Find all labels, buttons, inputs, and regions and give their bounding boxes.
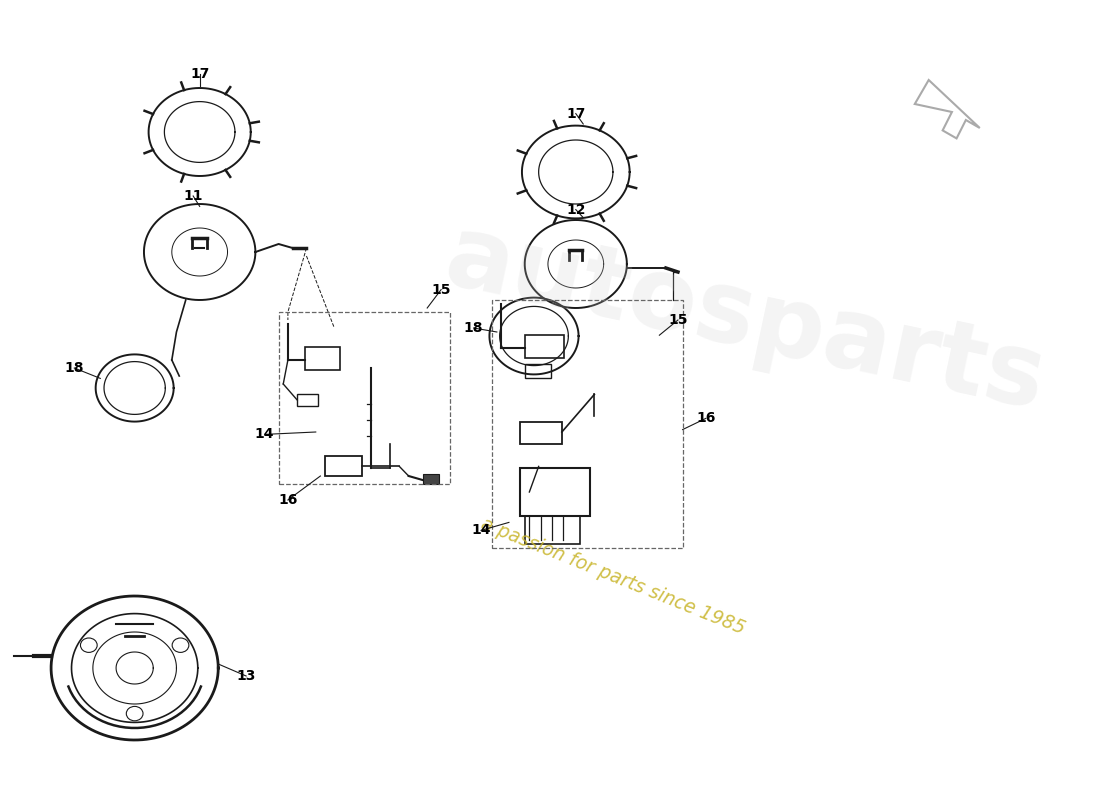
Text: 17: 17 bbox=[190, 66, 209, 81]
Text: 18: 18 bbox=[65, 361, 84, 375]
Text: 14: 14 bbox=[255, 427, 274, 442]
Bar bbox=[525, 364, 551, 378]
Text: 16: 16 bbox=[696, 411, 715, 426]
Text: 18: 18 bbox=[464, 321, 483, 335]
Bar bbox=[297, 394, 318, 406]
Bar bbox=[525, 516, 581, 544]
Text: autosparts: autosparts bbox=[437, 209, 1055, 431]
Bar bbox=[278, 312, 450, 484]
Bar bbox=[324, 456, 362, 476]
Bar bbox=[422, 474, 439, 484]
Text: 15: 15 bbox=[431, 282, 451, 297]
Bar bbox=[525, 335, 563, 358]
Bar bbox=[305, 347, 340, 370]
Text: 15: 15 bbox=[668, 313, 688, 327]
Bar bbox=[492, 300, 683, 548]
Text: 14: 14 bbox=[471, 523, 491, 538]
Bar bbox=[520, 468, 590, 516]
Text: 13: 13 bbox=[236, 669, 256, 683]
Text: a passion for parts since 1985: a passion for parts since 1985 bbox=[478, 514, 748, 638]
Text: 17: 17 bbox=[566, 106, 585, 121]
Text: 16: 16 bbox=[278, 493, 298, 507]
Text: 11: 11 bbox=[184, 189, 202, 203]
Text: 12: 12 bbox=[566, 202, 585, 217]
Bar bbox=[520, 422, 562, 444]
